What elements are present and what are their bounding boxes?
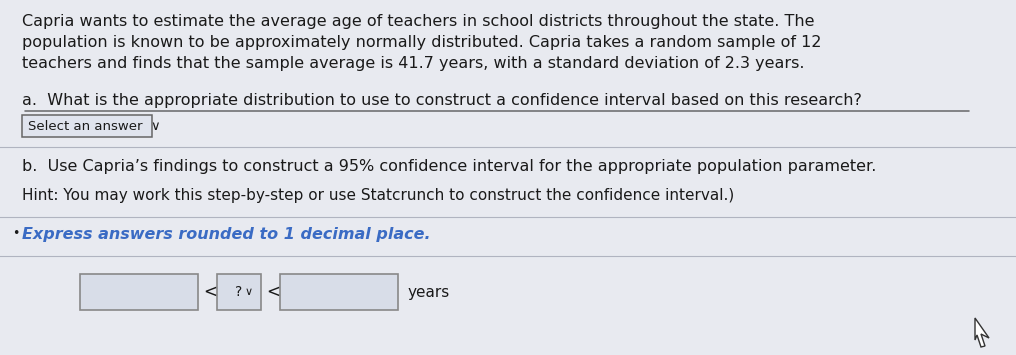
Text: <: < bbox=[203, 283, 217, 301]
Text: Capria wants to estimate the average age of teachers in school districts through: Capria wants to estimate the average age… bbox=[22, 14, 815, 29]
FancyBboxPatch shape bbox=[80, 274, 198, 310]
Text: ?: ? bbox=[235, 285, 242, 299]
Text: Express answers rounded to 1 decimal place.: Express answers rounded to 1 decimal pla… bbox=[22, 227, 431, 242]
Text: <: < bbox=[266, 283, 280, 301]
Text: •: • bbox=[12, 227, 19, 240]
Text: ∨: ∨ bbox=[245, 287, 253, 297]
FancyBboxPatch shape bbox=[280, 274, 398, 310]
Polygon shape bbox=[975, 318, 989, 347]
Text: years: years bbox=[408, 284, 450, 300]
Text: population is known to be approximately normally distributed. Capria takes a ran: population is known to be approximately … bbox=[22, 35, 822, 50]
Text: a.  What is the appropriate distribution to use to construct a confidence interv: a. What is the appropriate distribution … bbox=[22, 93, 862, 108]
FancyBboxPatch shape bbox=[217, 274, 261, 310]
Text: Hint: You may work this step-by-step or use Statcrunch to construct the confiden: Hint: You may work this step-by-step or … bbox=[22, 188, 735, 203]
Text: b.  Use Capria’s findings to construct a 95% confidence interval for the appropr: b. Use Capria’s findings to construct a … bbox=[22, 159, 877, 174]
Text: teachers and finds that the sample average is 41.7 years, with a standard deviat: teachers and finds that the sample avera… bbox=[22, 56, 805, 71]
FancyBboxPatch shape bbox=[22, 115, 152, 137]
Text: Select an answer  ∨: Select an answer ∨ bbox=[28, 120, 161, 132]
